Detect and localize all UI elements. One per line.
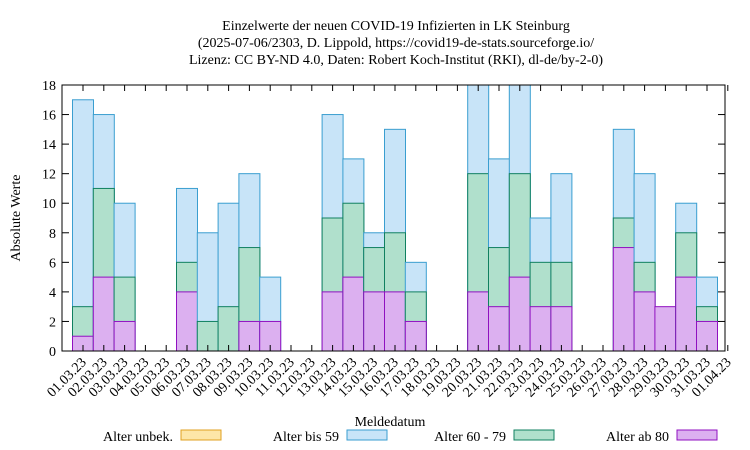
title-line-2: (2025-07-06/2303, D. Lippold, https://co… — [198, 36, 594, 51]
legend-swatch — [513, 429, 555, 441]
bar-alter-ab-80-02.03.23 — [92, 276, 115, 352]
bar-alter-ab-80-23.03.23 — [529, 306, 552, 352]
title-line-1: Einzelwerte der neuen COVID-19 Infiziert… — [222, 19, 570, 34]
bar-alter-ab-80-16.03.23 — [384, 291, 406, 352]
legend-label: Alter ab 80 — [606, 430, 669, 445]
bar-alter-ab-80-22.03.23 — [508, 276, 531, 352]
y-tick-label: 8 — [49, 227, 56, 242]
bar-alter-ab-80-14.03.23 — [342, 276, 365, 352]
x-axis-label: Meldedatum — [355, 415, 426, 430]
y-tick-label: 16 — [42, 109, 56, 124]
legend: Alter unbek. Alter bis 59 Alter 60 - 79 Alt… — [103, 429, 718, 445]
bar-alter-60-79-08.03.23 — [217, 306, 240, 352]
legend-swatch — [180, 429, 222, 441]
bar-alter-ab-80-27.03.23 — [612, 247, 635, 352]
legend-label: Alter 60 - 79 — [434, 430, 506, 445]
bar-alter-ab-80-28.03.23 — [633, 291, 656, 352]
chart-title: Einzelwerte der neuen COVID-19 Infiziert… — [189, 19, 603, 68]
legend-label: Alter bis 59 — [273, 430, 339, 445]
bar-alter-ab-80-15.03.23 — [363, 291, 386, 352]
title-line-3: Lizenz: CC BY-ND 4.0, Daten: Robert Koch… — [189, 53, 603, 68]
y-tick-label: 6 — [49, 256, 56, 271]
bar-alter-ab-80-21.03.23 — [488, 306, 510, 352]
legend-swatch — [676, 429, 718, 441]
y-tick-label: 12 — [42, 168, 56, 183]
bar-alter-ab-80-06.03.23 — [176, 291, 198, 352]
y-tick-label: 14 — [42, 138, 56, 153]
bar-alter-ab-80-30.03.23 — [675, 276, 698, 352]
legend-label: Alter unbek. — [103, 430, 173, 445]
bar-alter-ab-80-20.03.23 — [467, 291, 490, 352]
y-axis-label: Absolute Werte — [9, 175, 24, 262]
legend-swatch — [346, 429, 388, 441]
y-tick-label: 18 — [42, 79, 56, 94]
y-tick-label: 0 — [49, 345, 56, 360]
y-axis-ticks: 0 2 4 6 8 10 12 14 16 18 — [42, 79, 725, 360]
y-tick-label: 4 — [49, 286, 56, 301]
bar-alter-ab-80-24.03.23 — [550, 306, 573, 352]
bar-alter-ab-80-29.03.23 — [654, 306, 677, 352]
bar-alter-ab-80-13.03.23 — [321, 291, 344, 352]
plot-frame — [61, 84, 726, 352]
y-tick-label: 10 — [42, 197, 56, 212]
bars — [72, 84, 718, 352]
y-tick-label: 2 — [49, 315, 56, 330]
